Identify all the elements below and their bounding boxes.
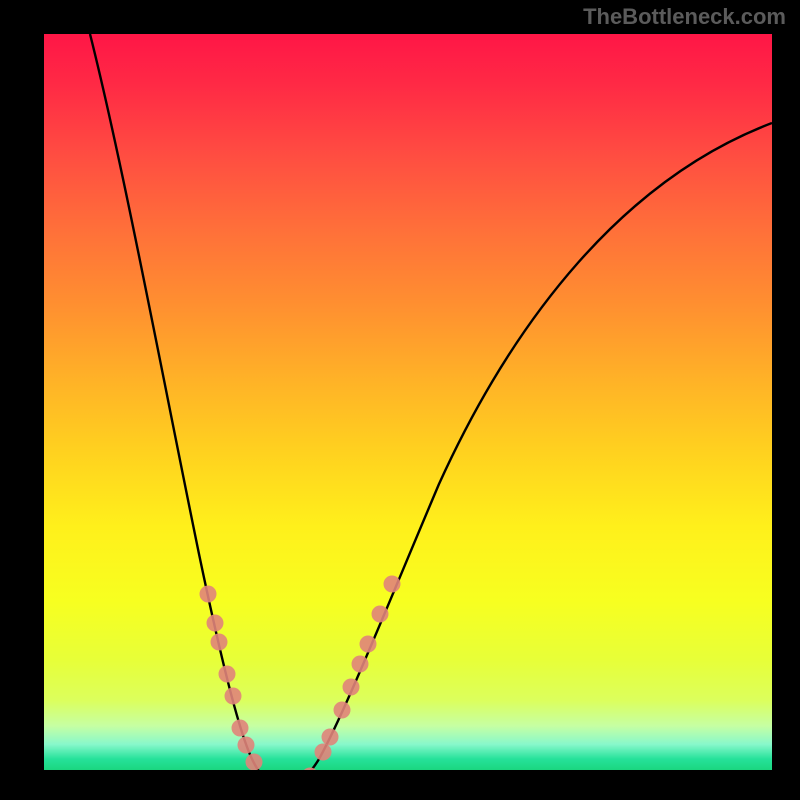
data-marker	[207, 615, 224, 632]
marker-group-left	[200, 586, 263, 771]
data-marker	[360, 636, 377, 653]
watermark-label: TheBottleneck.com	[583, 4, 786, 30]
chart-svg-layer	[44, 34, 772, 770]
data-marker	[315, 744, 332, 761]
data-marker	[200, 586, 217, 603]
data-marker	[343, 679, 360, 696]
data-marker	[225, 688, 242, 705]
data-marker	[232, 720, 249, 737]
data-marker	[322, 729, 339, 746]
data-marker	[219, 666, 236, 683]
data-marker	[246, 754, 263, 771]
marker-group-bottom	[258, 768, 319, 771]
data-marker	[211, 634, 228, 651]
data-marker	[334, 702, 351, 719]
marker-group-right	[315, 576, 401, 761]
data-marker	[302, 768, 319, 771]
bottleneck-curve	[90, 34, 772, 770]
data-marker	[238, 737, 255, 754]
data-marker	[384, 576, 401, 593]
chart-plot-area	[44, 34, 772, 770]
data-marker	[352, 656, 369, 673]
data-marker	[372, 606, 389, 623]
